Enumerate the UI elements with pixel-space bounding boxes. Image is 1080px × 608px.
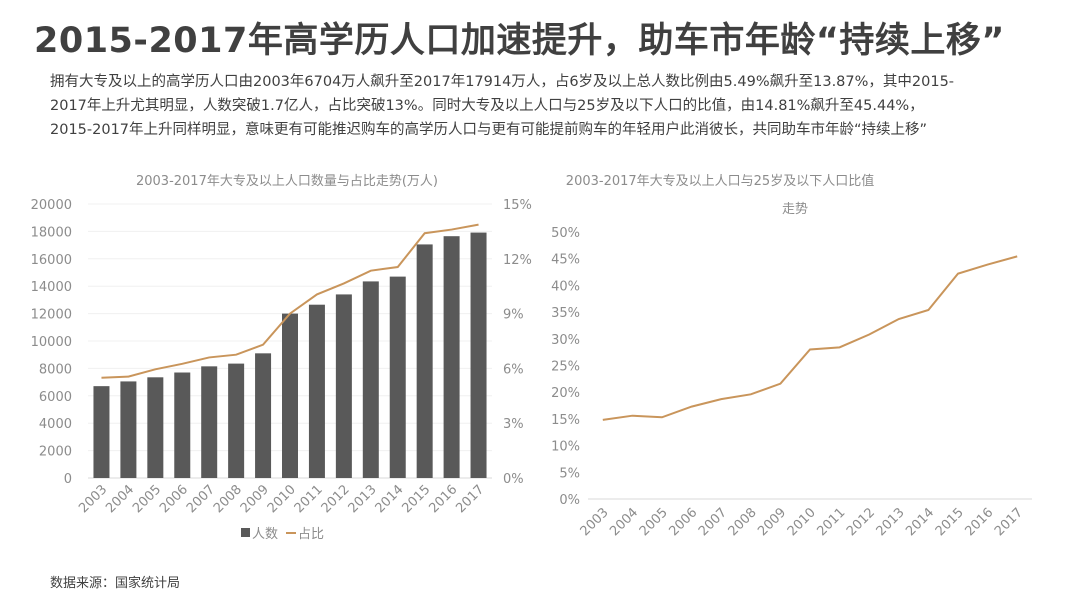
right-chart: 0%5%10%15%20%25%30%35%40%45%50%200320042… [551,226,1032,539]
y-tick-label: 50% [551,226,580,241]
x-tick-label: 2016 [962,505,996,539]
y-tick-label: 12000 [31,308,72,323]
ratio-line [101,223,479,379]
right-chart-title: 2003-2017年大专及以上人口与25岁及以下人口比值 [566,173,874,189]
x-tick-label: 2012 [844,505,878,539]
bar [93,386,110,478]
x-tick-label: 2015 [399,482,433,516]
y-tick-label: 8000 [39,362,72,377]
x-tick-label: 2008 [211,482,245,516]
x-tick-label: 2017 [992,505,1026,539]
bar [228,363,245,478]
x-tick-label: 2005 [130,482,164,516]
y-tick-label: 0 [64,472,72,487]
y-tick-label: 2000 [39,445,72,460]
description: 拥有大专及以上的高学历人口由2003年6704万人飙升至2017年17914万人… [50,70,1050,142]
x-tick-label: 2014 [903,505,937,539]
bar [470,232,487,478]
bar [201,366,218,478]
bar [308,304,325,478]
y-tick-label: 20000 [31,198,72,213]
x-tick-label: 2014 [373,482,407,516]
x-tick-label: 2009 [238,482,272,516]
description-line: 2015-2017年上升同样明显，意味更有可能推迟购车的高学历人口与更有可能提前… [50,122,928,138]
y-tick-label: 16000 [31,253,72,268]
bar [416,244,433,478]
y-tick-label: 45% [551,253,580,268]
x-tick-label: 2007 [184,482,218,516]
y-tick-label: 14000 [31,280,72,295]
x-tick-label: 2006 [666,505,700,539]
x-tick-label: 2011 [814,505,848,539]
description-line: 2017年上升尤其明显，人数突破1.7亿人，占比突破13%。同时大专及以上人口与… [50,98,924,114]
bar [362,281,379,478]
right-chart-title-line2: 走势 [782,201,808,217]
bar [147,377,164,478]
x-tick-label: 2015 [933,505,967,539]
y2-tick-label: 12% [503,253,532,268]
data-source: 数据来源：国家统计局 [50,576,181,591]
bar [282,313,298,478]
bar [389,276,406,478]
y-tick-label: 30% [551,333,580,348]
legend-bar-swatch [241,528,250,537]
x-tick-label: 2010 [265,482,299,516]
x-tick-label: 2017 [453,482,487,516]
y2-tick-label: 6% [503,362,524,377]
x-tick-label: 2013 [874,505,908,539]
x-tick-label: 2016 [426,482,460,516]
x-tick-label: 2012 [319,482,353,516]
x-tick-label: 2007 [696,505,730,539]
x-tick-label: 2004 [607,505,641,539]
x-tick-label: 2008 [726,505,760,539]
y-tick-label: 35% [551,306,580,321]
y2-tick-label: 3% [503,417,524,432]
y2-tick-label: 0% [503,472,524,487]
page-title: 2015-2017年高学历人口加速提升，助车市年龄“持续上移” [34,21,1005,61]
ratio-line [602,255,1018,421]
y-tick-label: 15% [551,413,580,428]
x-tick-label: 2005 [637,505,671,539]
y2-tick-label: 9% [503,308,524,323]
y-tick-label: 10% [551,440,580,455]
x-tick-label: 2003 [76,482,110,516]
x-tick-label: 2013 [346,482,380,516]
x-tick-label: 2009 [755,505,789,539]
legend-label: 人数 [252,527,278,542]
bar [174,372,191,478]
x-tick-label: 2006 [157,482,191,516]
description-line: 拥有大专及以上的高学历人口由2003年6704万人飙升至2017年17914万人… [50,74,955,90]
bar [255,353,272,478]
x-tick-label: 2010 [785,505,819,539]
left-chart: 0 2000 4000 6000 8000 10000 12000 14000 16000 180… [31,198,532,542]
y2-tick-label: 15% [503,198,532,213]
y-tick-label: 20% [551,386,580,401]
y-tick-label: 40% [551,279,580,294]
y-tick-label: 6000 [39,390,72,405]
x-tick-label: 2011 [292,482,326,516]
bar [335,294,352,478]
legend-label: 占比 [298,527,324,542]
y-tick-label: 4000 [39,417,72,432]
x-tick-label: 2004 [103,482,137,516]
y-tick-label: 5% [559,466,580,481]
y-tick-label: 10000 [31,335,72,350]
y-tick-label: 0% [559,493,580,508]
bar [120,381,137,478]
y-tick-label: 25% [551,360,580,375]
bar [443,236,460,478]
x-tick-label: 2003 [578,505,612,539]
y-tick-label: 18000 [31,225,72,240]
left-chart-title: 2003-2017年大专及以上人口数量与占比走势(万人) [136,173,438,189]
